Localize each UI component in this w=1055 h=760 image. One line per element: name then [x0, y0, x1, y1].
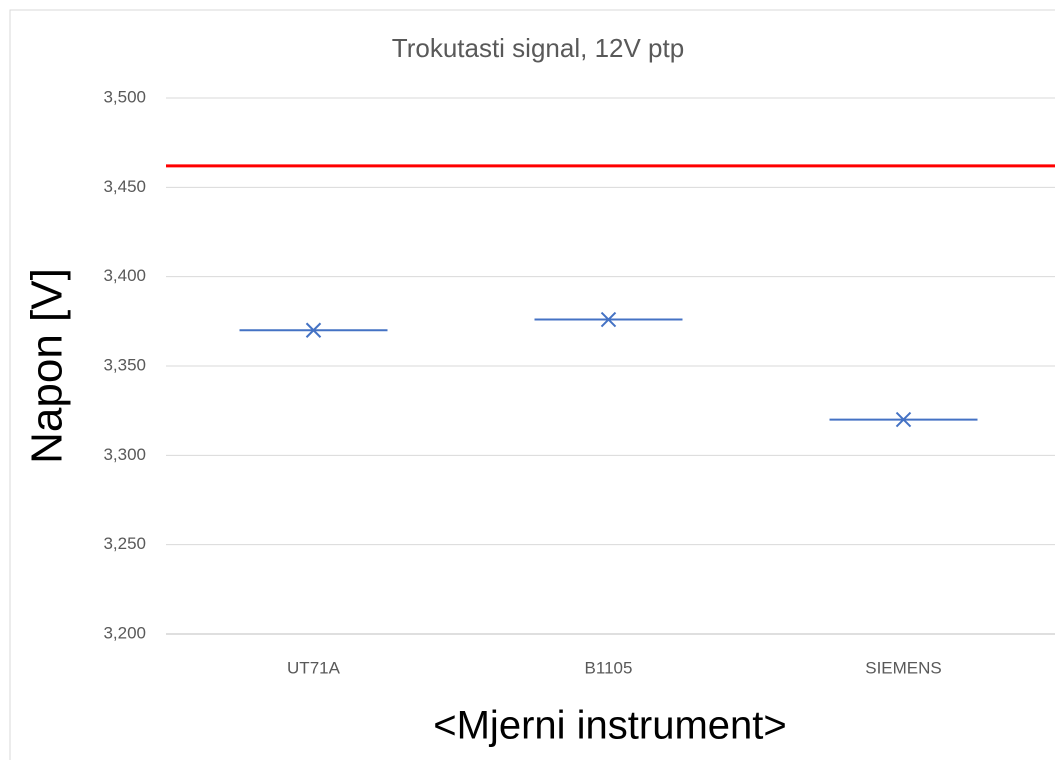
- x-axis-label: <Mjerni instrument>: [433, 704, 786, 748]
- y-tick-label: 3,450: [103, 177, 146, 196]
- y-tick-label: 3,500: [103, 87, 146, 106]
- y-tick-label: 3,250: [103, 534, 146, 553]
- chart-border: [9, 9, 1055, 760]
- y-tick-label: 3,200: [103, 623, 146, 642]
- y-tick-label: 3,400: [103, 266, 146, 285]
- x-tick-label: UT71A: [287, 658, 341, 677]
- y-axis-label: Napon [V]: [23, 268, 72, 464]
- y-tick-label: 3,350: [103, 355, 146, 374]
- y-tick-label: 3,300: [103, 445, 146, 464]
- marker: [895, 411, 912, 428]
- x-tick-label: B1105: [585, 658, 633, 677]
- marker: [305, 322, 322, 338]
- chart-title: Trokutasti signal, 12V ptp: [392, 33, 684, 63]
- marker: [600, 311, 617, 328]
- x-tick-label: SIEMENS: [865, 658, 942, 677]
